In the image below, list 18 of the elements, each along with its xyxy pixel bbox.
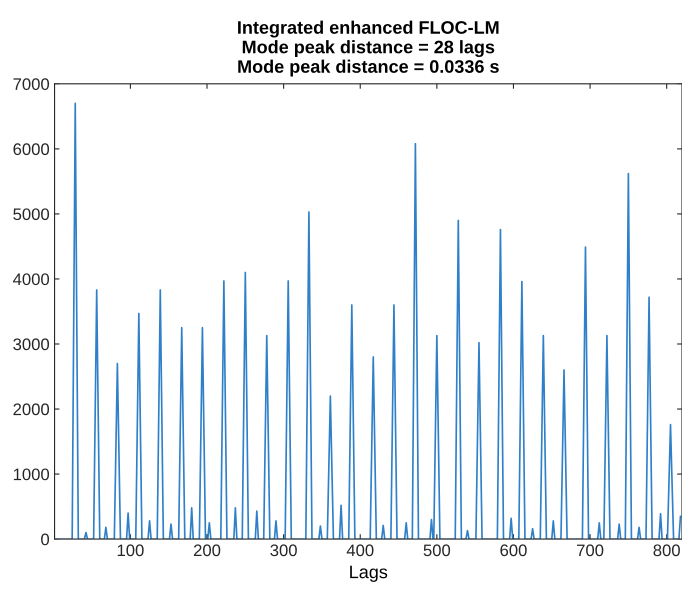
x-tick-label: 300 bbox=[270, 544, 297, 556]
x-tick-label: 600 bbox=[500, 544, 527, 556]
y-tick-label: 1000 bbox=[14, 468, 50, 480]
x-tick-label: 700 bbox=[577, 544, 604, 556]
x-tick-label: 500 bbox=[424, 544, 450, 556]
chart-title: Integrated enhanced FLOC-LM Mode peak distance = 28 lags Mode peak distance = 0.0336 s bbox=[238, 20, 499, 76]
y-tick-label: 3000 bbox=[13, 338, 50, 350]
x-tick-label: 100 bbox=[118, 544, 144, 556]
y-tick-label: 4000 bbox=[13, 273, 50, 286]
x-tick-label: 800 bbox=[654, 544, 680, 556]
y-tick-label: 0 bbox=[41, 534, 50, 546]
y-tick-label: 5000 bbox=[13, 208, 50, 220]
x-axis-title: Lags bbox=[350, 566, 388, 582]
y-tick-label: 6000 bbox=[13, 143, 50, 156]
x-tick-label: 400 bbox=[346, 544, 374, 556]
y-tick-label: 7000 bbox=[13, 78, 50, 90]
x-tick-label: 200 bbox=[194, 544, 220, 556]
y-tick-label: 2000 bbox=[13, 403, 50, 416]
